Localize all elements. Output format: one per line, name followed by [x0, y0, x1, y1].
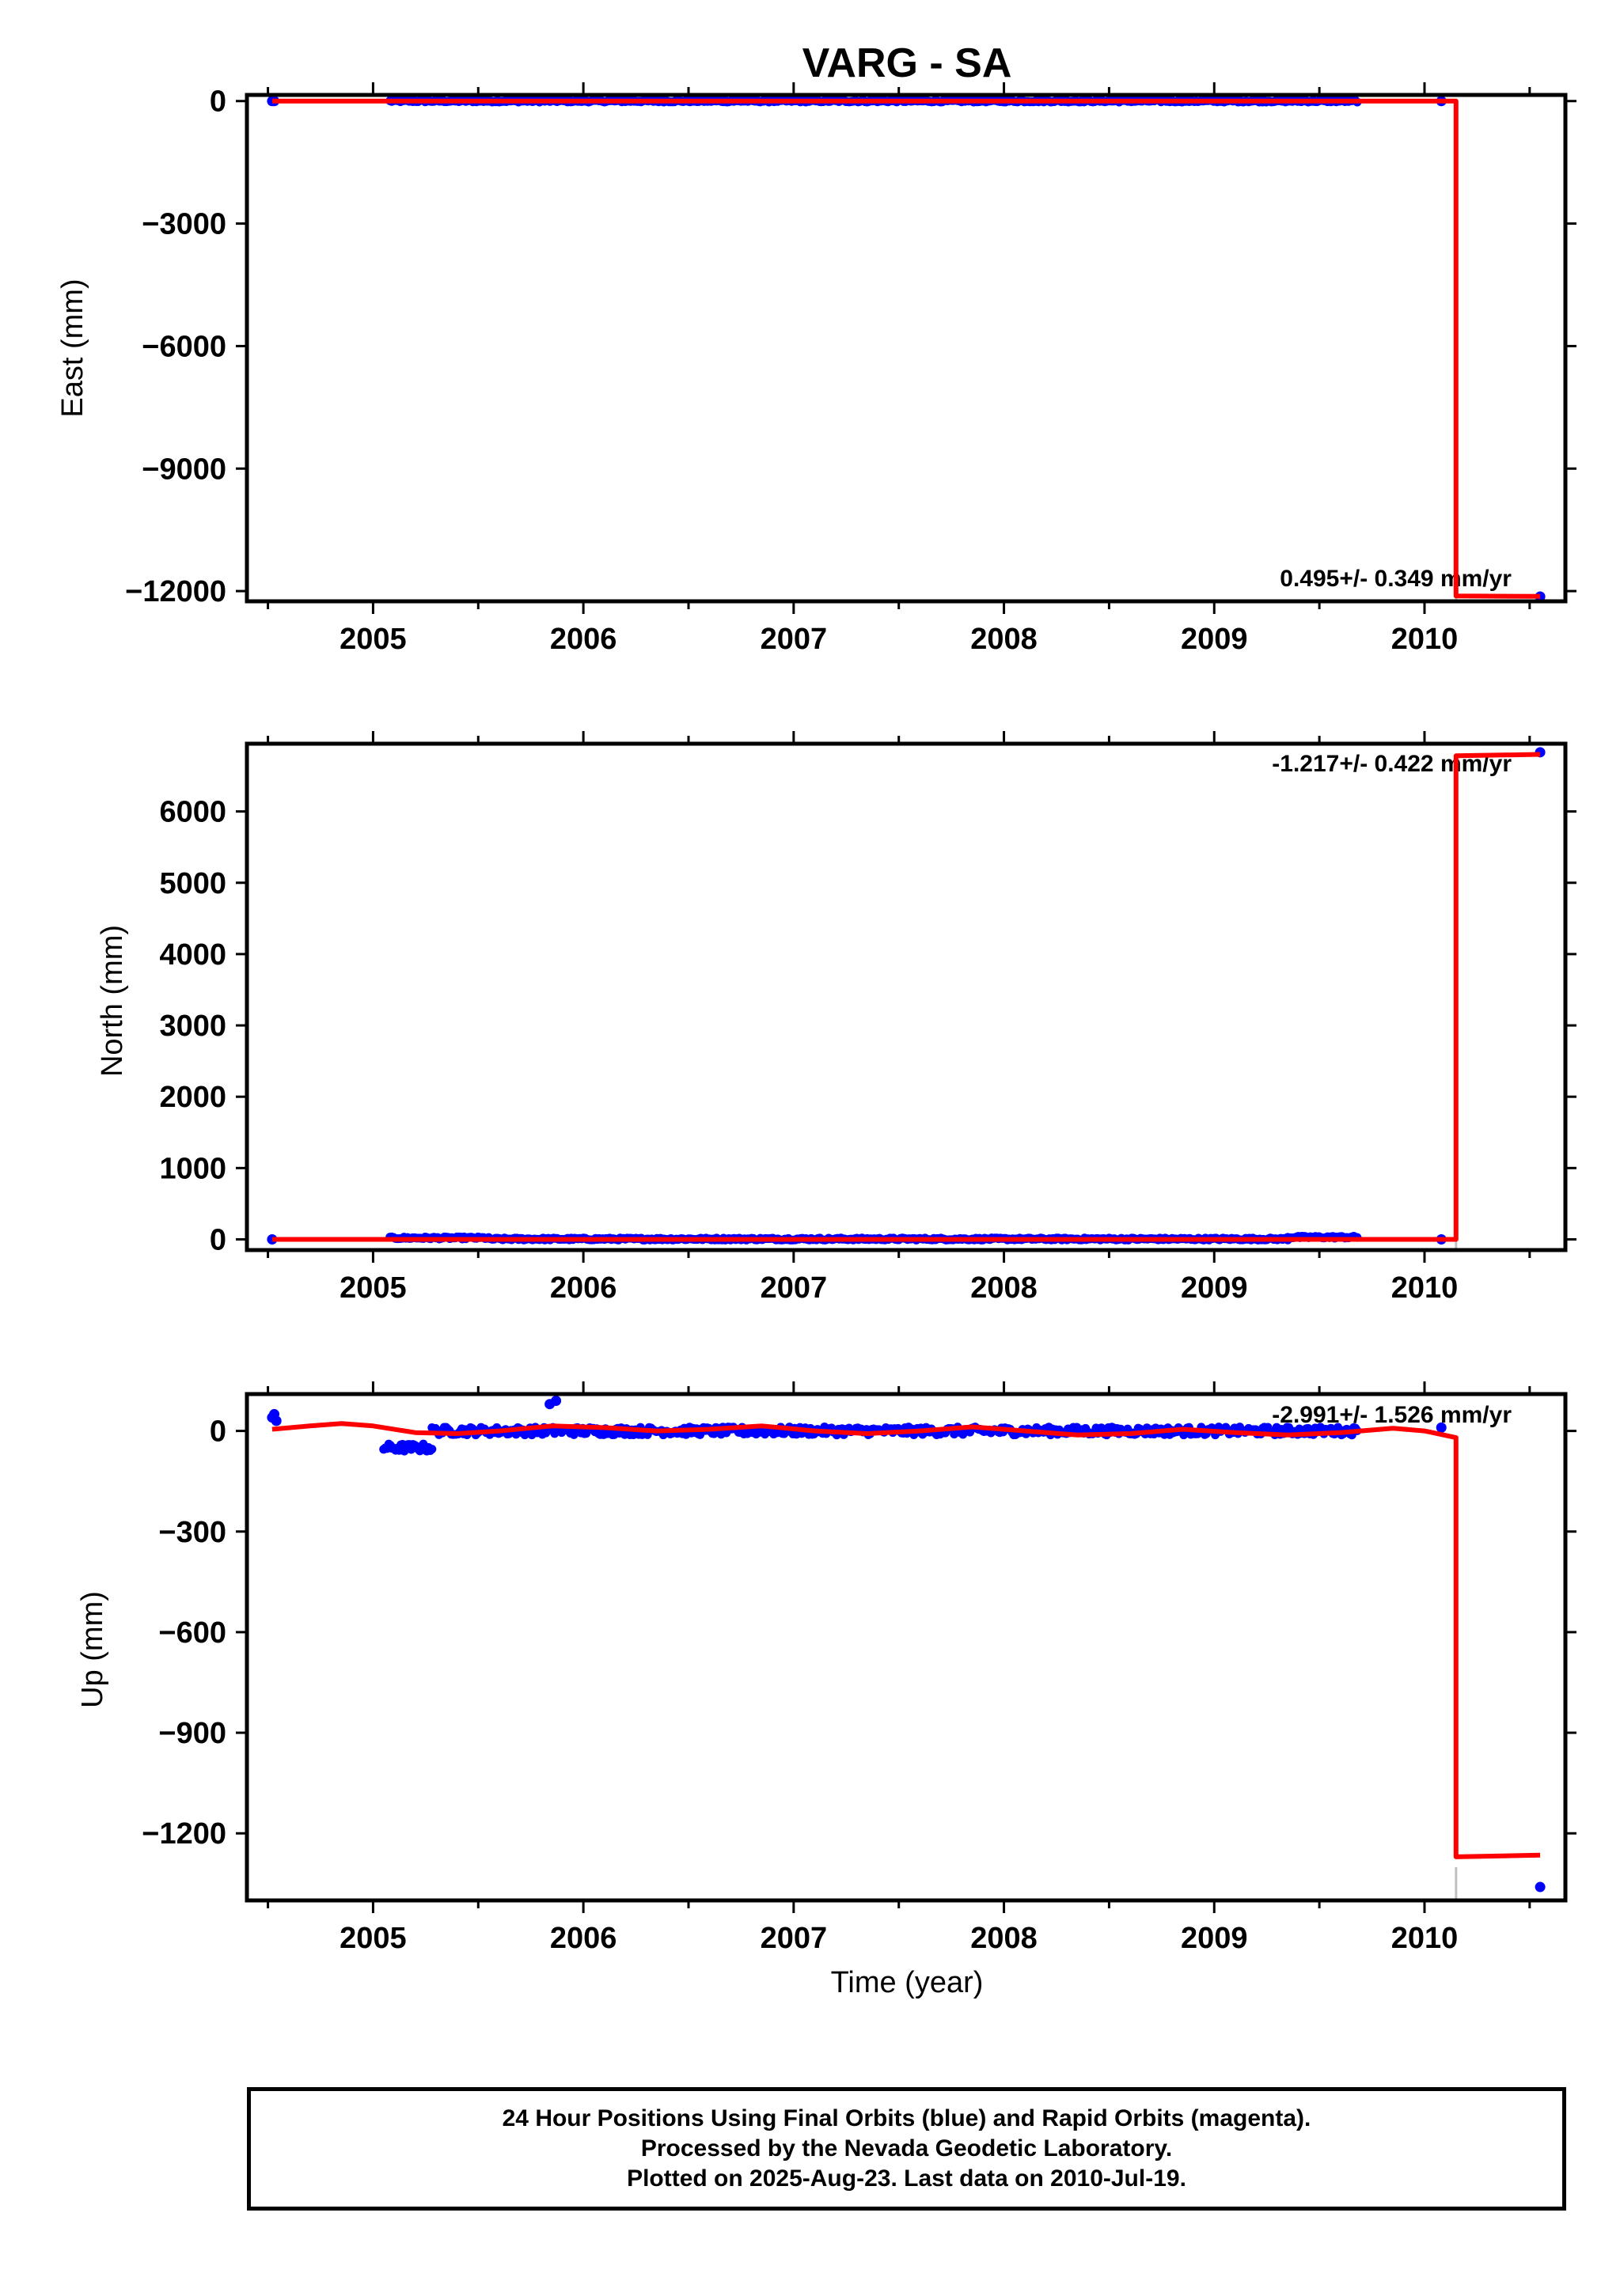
up-plot-frame [245, 1392, 1568, 1903]
up-obs-point [1535, 1881, 1546, 1892]
north-model-line [271, 752, 1541, 1242]
east-rate-label: 0.495+/- 0.349 mm/yr [1280, 566, 1512, 592]
north-ytick-label: 2000 [159, 1081, 226, 1114]
east-ytick-label: −9000 [142, 453, 226, 486]
north-ytick-label: 4000 [159, 938, 226, 972]
caption-box: 24 Hour Positions Using Final Orbits (bl… [247, 2087, 1566, 2211]
up-xtick-label: 2010 [1391, 1922, 1459, 1955]
north-xtick-label: 2008 [970, 1271, 1038, 1305]
north-ytick-label: 6000 [159, 796, 226, 829]
x-axis-label: Time (year) [831, 1966, 984, 1999]
up-observations [267, 1395, 1546, 1892]
east-xtick-label: 2008 [970, 623, 1038, 656]
panel-north: North (mm) -1.217+/- 0.422 mm/yr 2005 200… [96, 731, 1576, 1305]
east-observations [267, 95, 1546, 602]
east-xtick-label: 2010 [1391, 623, 1459, 656]
up-ylabel: Up (mm) [76, 1591, 109, 1708]
up-ytick-label: 0 [210, 1415, 226, 1449]
up-obs-point [551, 1395, 562, 1406]
panel-up: Up (mm) -2.991+/- 1.526 mm/yr 2005 2006 20… [76, 1381, 1576, 1955]
up-obs-point [271, 1415, 282, 1426]
east-ytick-label: −3000 [142, 208, 226, 241]
east-ytick-label: −6000 [142, 330, 226, 363]
north-xtick-label: 2010 [1391, 1271, 1459, 1305]
up-ytick-label: −900 [158, 1717, 226, 1750]
up-obs-point [427, 1445, 437, 1454]
east-ytick-label: −12000 [125, 575, 226, 608]
north-observations [267, 747, 1546, 1245]
up-xtick-label: 2009 [1181, 1922, 1248, 1955]
up-model-line [271, 1421, 1541, 1859]
north-ytick-label: 3000 [159, 1010, 226, 1043]
caption-line-3: Plotted on 2025-Aug-23. Last data on 201… [627, 2165, 1186, 2192]
up-ytick-label: −300 [158, 1516, 226, 1549]
caption-line-2: Processed by the Nevada Geodetic Laborat… [640, 2135, 1173, 2161]
up-ytick-label: −1200 [142, 1817, 226, 1851]
up-xtick-label: 2006 [550, 1922, 617, 1955]
north-xtick-label: 2005 [340, 1271, 407, 1305]
north-xtick-label: 2009 [1181, 1271, 1248, 1305]
north-obs-point [267, 1233, 278, 1245]
up-xtick-label: 2007 [761, 1922, 828, 1955]
east-plot-frame [245, 93, 1568, 604]
north-ytick-label: 0 [210, 1223, 226, 1256]
chart-title: VARG - SA [802, 40, 1012, 86]
east-xtick-label: 2009 [1181, 623, 1248, 656]
east-model-line [271, 98, 1541, 599]
panel-east: East (mm) 0.495+/- 0.349 mm/yr 2005 2006 2… [56, 82, 1576, 656]
up-xtick-label: 2005 [340, 1922, 407, 1955]
up-ytick-label: −600 [158, 1616, 226, 1650]
north-ytick-label: 1000 [159, 1152, 226, 1185]
east-ytick-label: 0 [210, 85, 226, 119]
north-xtick-label: 2007 [761, 1271, 828, 1305]
east-obs-point [1535, 591, 1546, 602]
up-xtick-label: 2008 [970, 1922, 1038, 1955]
east-xtick-label: 2006 [550, 623, 617, 656]
north-ytick-label: 5000 [159, 867, 226, 900]
east-ylabel: East (mm) [56, 278, 89, 417]
caption-line-1: 24 Hour Positions Using Final Orbits (bl… [502, 2105, 1311, 2131]
up-obs-point [1436, 1422, 1447, 1433]
north-xtick-label: 2006 [550, 1271, 617, 1305]
north-plot-frame [245, 741, 1568, 1252]
east-xtick-label: 2007 [761, 623, 828, 656]
east-xtick-label: 2005 [340, 623, 407, 656]
up-rate-label: -2.991+/- 1.526 mm/yr [1272, 1402, 1512, 1428]
north-ylabel: North (mm) [96, 925, 129, 1077]
